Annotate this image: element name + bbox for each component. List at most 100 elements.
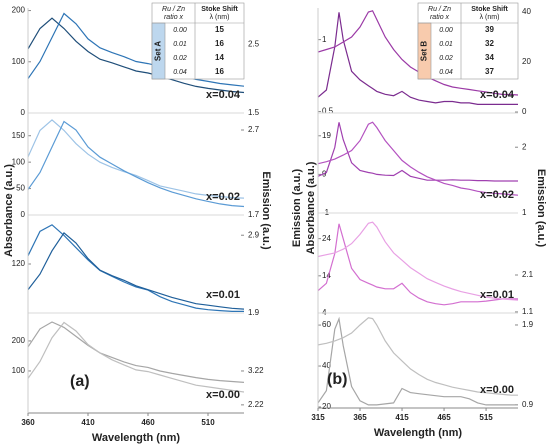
annotation: x=0.04 — [480, 89, 515, 101]
annotation: x=0.01 — [206, 289, 240, 301]
y2-tick-label: 0.9 — [522, 400, 534, 409]
annotation: x=0.00 — [206, 389, 240, 401]
table-header: Ru / Zn — [428, 6, 451, 13]
series-line — [318, 10, 518, 96]
series-line — [318, 122, 518, 182]
series-line — [318, 316, 518, 406]
y2-axis-label: Emission (a.u.) — [535, 169, 547, 248]
series-line — [318, 121, 518, 196]
y-tick-label: 14 — [322, 271, 331, 280]
ratio-cell: 0.01 — [439, 41, 453, 48]
y2-tick-label: 2.9 — [248, 230, 260, 239]
y-tick-label: 20 — [322, 402, 331, 411]
table-bg — [151, 2, 245, 80]
series-line — [318, 223, 518, 306]
series-line — [28, 120, 244, 208]
y2-tick-label: 1.5 — [248, 108, 260, 117]
y2-tick-label: 2.7 — [248, 125, 260, 134]
shift-cell: 37 — [485, 67, 494, 76]
x-axis-label: Wavelength (nm) — [374, 427, 463, 439]
annotation: x=0.00 — [480, 384, 514, 396]
y2-tick-label: 1.9 — [522, 320, 534, 329]
x-tick-label: 510 — [201, 418, 215, 427]
shift-cell: 16 — [215, 67, 224, 76]
table-header: Stoke Shift — [201, 6, 238, 13]
y2-tick-label: 2.5 — [248, 39, 260, 48]
y-tick-label: 0 — [21, 108, 26, 117]
x-tick-label: 360 — [21, 418, 35, 427]
y2-tick-label: 1.1 — [522, 307, 534, 316]
y-tick-label: 19 — [322, 131, 331, 140]
x-tick-label: 465 — [437, 413, 451, 422]
series-line — [28, 224, 244, 312]
y2-tick-label: 2 — [522, 142, 527, 151]
shift-cell: 15 — [215, 25, 224, 34]
series-line — [318, 317, 518, 396]
ratio-cell: 0.02 — [173, 55, 187, 62]
y2-tick-label: 2.1 — [522, 270, 534, 279]
shift-cell: 16 — [215, 39, 224, 48]
annotation: x=0.01 — [480, 289, 514, 301]
table-header: λ (nm) — [480, 14, 500, 21]
y2-tick-label: 0 — [522, 107, 527, 116]
y2-tick-label: 1.7 — [248, 210, 260, 219]
series-line — [28, 232, 244, 310]
y2-tick-label: 3.22 — [248, 366, 264, 375]
y-tick-label: 100 — [12, 366, 26, 375]
table-header: ratio x — [430, 14, 450, 21]
y-axis-label: Absorbance (a.u.) — [305, 161, 317, 254]
ratio-cell: 0.00 — [439, 27, 453, 34]
y2-tick-label: 20 — [522, 57, 531, 66]
x-axis-label: Wavelength (nm) — [92, 432, 181, 444]
table-header: Ru / Zn — [162, 6, 185, 13]
y-tick-label: 0.5 — [322, 107, 334, 116]
series-line — [28, 12, 244, 87]
x-tick-label: 410 — [81, 418, 95, 427]
y-tick-label: 100 — [12, 57, 26, 66]
y-tick-label: 60 — [322, 320, 331, 329]
x-tick-label: 515 — [479, 413, 493, 422]
table-header: λ (nm) — [210, 14, 230, 21]
annotation: x=0.02 — [480, 189, 514, 201]
series-line — [28, 321, 244, 383]
y-axis-label: Absorbance (a.u.) — [3, 164, 15, 257]
table-header: Stoke Shift — [471, 6, 508, 13]
y-tick-label: 50 — [16, 184, 25, 193]
panel-label: (b) — [327, 371, 347, 388]
ratio-cell: 0.01 — [173, 41, 187, 48]
set-label: Set B — [420, 41, 429, 62]
ratio-cell: 0.00 — [173, 27, 187, 34]
ratio-cell: 0.04 — [173, 69, 187, 76]
annotation: x=0.02 — [206, 191, 240, 203]
y-tick-label: 24 — [322, 234, 331, 243]
y-tick-label: 120 — [12, 259, 26, 268]
set-label: Set A — [154, 41, 163, 61]
series-line — [318, 221, 518, 301]
y-tick-label: 0 — [21, 210, 26, 219]
series-line — [28, 17, 244, 94]
y-axis-label-outer: Emission (a.u.) — [291, 169, 303, 248]
ratio-cell: 0.04 — [439, 69, 453, 76]
panel-label: (a) — [70, 373, 90, 390]
shift-cell: 14 — [215, 53, 224, 62]
y2-tick-label: 1.9 — [248, 308, 260, 317]
y2-tick-label: 2.22 — [248, 400, 264, 409]
y-tick-label: 1 — [322, 35, 327, 44]
x-tick-label: 315 — [311, 413, 325, 422]
series-line — [28, 119, 244, 199]
x-tick-label: 415 — [395, 413, 409, 422]
y-tick-label: 150 — [12, 131, 26, 140]
y-tick-label: 100 — [12, 157, 26, 166]
y-tick-label: 200 — [12, 336, 26, 345]
table-header: ratio x — [164, 14, 184, 21]
x-tick-label: 365 — [353, 413, 367, 422]
shift-cell: 34 — [485, 53, 494, 62]
y-tick-label: 200 — [12, 6, 26, 15]
x-tick-label: 460 — [141, 418, 155, 427]
annotation: x=0.04 — [206, 89, 241, 101]
shift-cell: 39 — [485, 25, 494, 34]
series-line — [318, 12, 518, 105]
y2-tick-label: 40 — [522, 7, 531, 16]
ratio-cell: 0.02 — [439, 55, 453, 62]
y2-axis-label: Emission (a.u.) — [260, 171, 272, 250]
